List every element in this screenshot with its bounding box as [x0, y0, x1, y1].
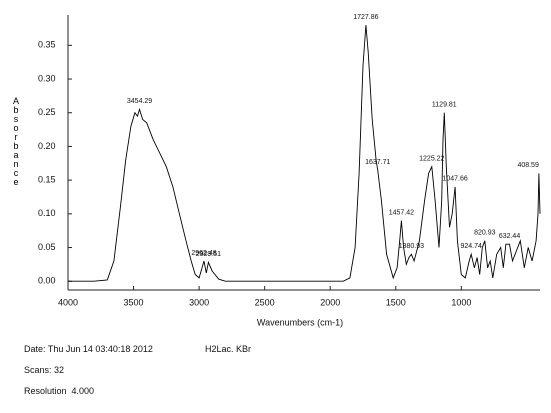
- y-tick-label: 0.30: [38, 73, 56, 83]
- y-tick-label: 0.10: [38, 208, 56, 218]
- x-tick-label: 2500: [255, 297, 275, 307]
- peak-label: 924.74: [460, 243, 482, 250]
- y-tick-label: 0.25: [38, 107, 56, 117]
- y-axis-label: Absorbance: [11, 96, 21, 186]
- peak-label: 1047.66: [442, 176, 467, 183]
- x-tick-label: 1000: [451, 297, 471, 307]
- peak-label: 3454.29: [127, 98, 152, 105]
- peak-label: 1129.81: [432, 102, 457, 109]
- x-axis-label: Wavenumbers (cm-1): [257, 317, 343, 327]
- peak-label: 632.44: [499, 233, 521, 240]
- peak-label: 1727.86: [353, 14, 378, 21]
- x-tick-label: 3000: [189, 297, 209, 307]
- resolution: Resolution 4.000: [24, 386, 95, 396]
- x-tick-label: 4000: [58, 297, 78, 307]
- y-tick-label: 0.05: [38, 242, 56, 252]
- y-tick-label: 0.15: [38, 175, 56, 185]
- peak-label: 820.93: [474, 230, 496, 237]
- date: Date: Thu Jun 14 03:40:18 2012: [24, 344, 153, 354]
- peak-label: 1225.22: [419, 155, 444, 162]
- peak-label: 2962.48: [191, 250, 216, 257]
- chart: 0.00 0.05 0.10 0.15 0.20 0.25 0.30 0.35 4000 3500…: [38, 14, 541, 327]
- peak-label: 408.59: [517, 162, 539, 169]
- scans: Scans: 32: [24, 365, 65, 375]
- peak-label: 1457.42: [389, 209, 414, 216]
- peak-label: 1380.93: [399, 243, 424, 250]
- peak-label: 2929.51: [196, 251, 221, 258]
- spectrum: [68, 25, 541, 282]
- peak-label: 1637.71: [365, 159, 390, 166]
- y-tick-label: 0.35: [38, 40, 56, 50]
- x-tick-label: 2000: [320, 297, 340, 307]
- y-tick-label: 0.20: [38, 141, 56, 151]
- y-tick-label: 0.00: [38, 276, 56, 286]
- sample: H2Lac. KBr: [205, 344, 252, 354]
- x-tick-label: 3500: [124, 297, 144, 307]
- x-tick-label: 1500: [386, 297, 406, 307]
